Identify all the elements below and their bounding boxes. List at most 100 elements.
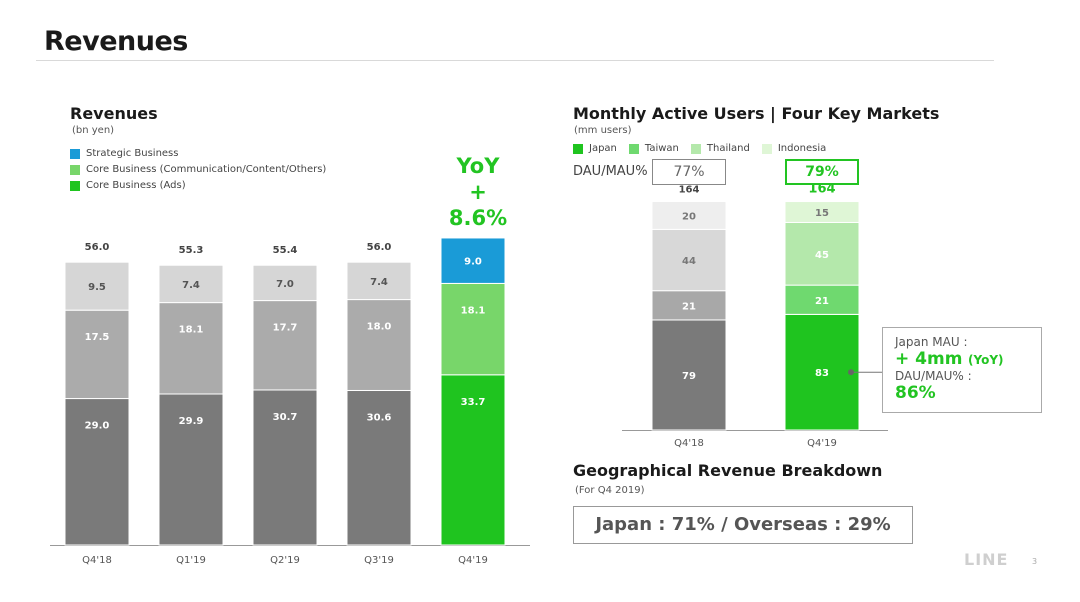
yoy-growth: YoY + 8.6% xyxy=(438,153,518,231)
legend-item-taiwan: Taiwan xyxy=(628,143,679,154)
legend-item-indonesia: Indonesia xyxy=(761,143,827,154)
mau-stacked-bar-chart: 79 21 44 20 164 Q4'18 83 21 45 15 164 Q4'19 xyxy=(622,185,888,449)
legend-item-core-comm: Core Business (Communication/Content/Oth… xyxy=(70,164,326,175)
mau-category-label: Q4'19 xyxy=(807,438,837,449)
mau-bar-segment xyxy=(651,319,727,431)
revenue-segment-label: 30.6 xyxy=(367,412,392,423)
revenue-segment-label: 7.4 xyxy=(370,277,388,288)
revenue-bar-segment xyxy=(440,282,506,376)
mau-segment-label: 20 xyxy=(682,211,696,222)
revenue-bar-segment xyxy=(346,261,412,301)
revenue-segment-label: 7.0 xyxy=(276,279,294,290)
legend-swatch-taiwan xyxy=(628,143,639,154)
page-number: 3 xyxy=(1032,557,1038,566)
callout-dau-mau-label: DAU/MAU% : xyxy=(895,369,972,383)
revenue-bar-segment xyxy=(346,299,412,391)
revenue-bar-segment xyxy=(346,389,412,546)
revenue-segment-label: 9.0 xyxy=(464,257,482,268)
legend-item-strategic: Strategic Business xyxy=(70,148,326,159)
legend-swatch-core-comm xyxy=(70,164,80,175)
legend-label-thailand: Thailand xyxy=(706,143,750,154)
geo-note: (For Q4 2019) xyxy=(575,485,645,496)
revenue-bar-segment xyxy=(440,237,506,284)
mau-bar-segment xyxy=(651,228,727,292)
revenue-bar-segment xyxy=(64,309,130,400)
mau-bar-segment xyxy=(651,201,727,230)
mau-segment-label: 21 xyxy=(682,301,696,312)
legend-swatch-thailand xyxy=(690,143,701,154)
mau-chart-title: Monthly Active Users | Four Key Markets xyxy=(573,104,940,123)
revenue-segment-label: 33.7 xyxy=(461,397,486,408)
mau-segment-label: 79 xyxy=(682,371,696,382)
revenue-legend: Strategic Business Core Business (Commun… xyxy=(70,148,326,191)
mau-bar-segment xyxy=(784,221,860,286)
revenue-category-label: Q4'18 xyxy=(82,555,112,566)
legend-item-core-ads: Core Business (Ads) xyxy=(70,180,326,191)
mau-segment-label: 44 xyxy=(682,256,696,267)
mau-total-label: 164 xyxy=(679,185,700,196)
legend-item-thailand: Thailand xyxy=(690,143,750,154)
legend-item-japan: Japan xyxy=(573,143,617,154)
revenue-segment-label: 17.5 xyxy=(85,332,110,343)
mau-total-label: 164 xyxy=(808,185,835,197)
mau-legend: Japan Taiwan Thailand Indonesia xyxy=(573,143,826,154)
legend-label-japan: Japan xyxy=(589,143,617,154)
mau-segment-label: 83 xyxy=(815,368,829,379)
revenue-category-label: Q3'19 xyxy=(364,555,394,566)
revenue-bar-segment xyxy=(252,300,318,391)
yoy-label: YoY xyxy=(456,154,500,178)
dau-mau-label: DAU/MAU% xyxy=(573,164,648,179)
revenue-segment-label: 29.9 xyxy=(179,416,204,427)
revenue-total-label: 56.0 xyxy=(85,242,110,253)
revenue-bar-segment xyxy=(440,374,506,546)
page-title: Revenues xyxy=(44,26,188,57)
legend-label-taiwan: Taiwan xyxy=(644,143,679,154)
legend-swatch-indonesia xyxy=(761,143,772,154)
japan-mau-callout: Japan MAU : + 4mm (YoY) DAU/MAU% : 86% xyxy=(882,327,1042,413)
revenue-segment-label: 30.7 xyxy=(273,412,298,423)
legend-label-core-comm: Core Business (Communication/Content/Oth… xyxy=(86,164,327,175)
revenue-category-label: Q4'19 xyxy=(458,555,488,566)
mau-bar-segment xyxy=(784,284,860,315)
legend-swatch-strategic xyxy=(70,148,80,159)
revenue-segment-label: 18.0 xyxy=(367,322,392,333)
revenue-segment-label: 17.7 xyxy=(273,323,298,334)
revenue-segment-label: 9.5 xyxy=(88,282,106,293)
legend-label-indonesia: Indonesia xyxy=(777,143,827,154)
callout-dau-mau-value: 86% xyxy=(895,383,936,403)
revenue-bar-segment xyxy=(252,389,318,546)
revenue-segment-label: 18.1 xyxy=(179,325,204,336)
title-divider xyxy=(36,60,994,61)
revenue-segment-label: 7.4 xyxy=(182,280,200,291)
geo-title: Geographical Revenue Breakdown xyxy=(573,461,883,480)
revenue-total-label: 55.4 xyxy=(273,245,298,256)
revenue-bar-segment xyxy=(64,261,130,311)
revenue-bar-segment xyxy=(158,302,224,395)
mau-bar-segment xyxy=(651,290,727,321)
mau-segment-label: 45 xyxy=(815,250,829,261)
callout-growth-yoy: (YoY) xyxy=(968,353,1004,367)
mau-unit: (mm users) xyxy=(574,125,632,136)
revenue-chart-title: Revenues xyxy=(70,104,158,123)
callout-japan-mau-growth: + 4mm (YoY) xyxy=(895,349,1041,369)
callout-japan-mau-label: Japan MAU : xyxy=(895,335,968,349)
mau-bar-segment xyxy=(784,201,860,223)
revenue-segment-label: 18.1 xyxy=(461,305,486,316)
legend-swatch-japan xyxy=(573,143,583,154)
revenue-category-label: Q2'19 xyxy=(270,555,300,566)
callout-connector-dot xyxy=(848,369,854,376)
legend-label-core-ads: Core Business (Ads) xyxy=(86,180,186,191)
revenue-category-label: Q1'19 xyxy=(176,555,206,566)
revenue-bar-segment xyxy=(252,264,318,302)
revenue-bar-segment xyxy=(158,264,224,304)
mau-bar-segment xyxy=(784,313,860,431)
dau-mau-box-q419: 79% xyxy=(785,159,859,185)
line-logo: LINE xyxy=(964,550,1009,569)
revenue-total-label: 55.3 xyxy=(179,245,204,256)
mau-category-label: Q4'18 xyxy=(674,438,704,449)
revenue-bar-segment xyxy=(64,398,130,546)
revenue-segment-label: 29.0 xyxy=(85,421,110,432)
revenue-stacked-bar-chart: 29.0 17.5 9.5 56.0 Q4'18 29.9 18.1 7.4 55.3 Q1'19… xyxy=(50,237,530,566)
yoy-value: + 8.6% xyxy=(448,180,508,230)
legend-label-strategic: Strategic Business xyxy=(86,148,179,159)
